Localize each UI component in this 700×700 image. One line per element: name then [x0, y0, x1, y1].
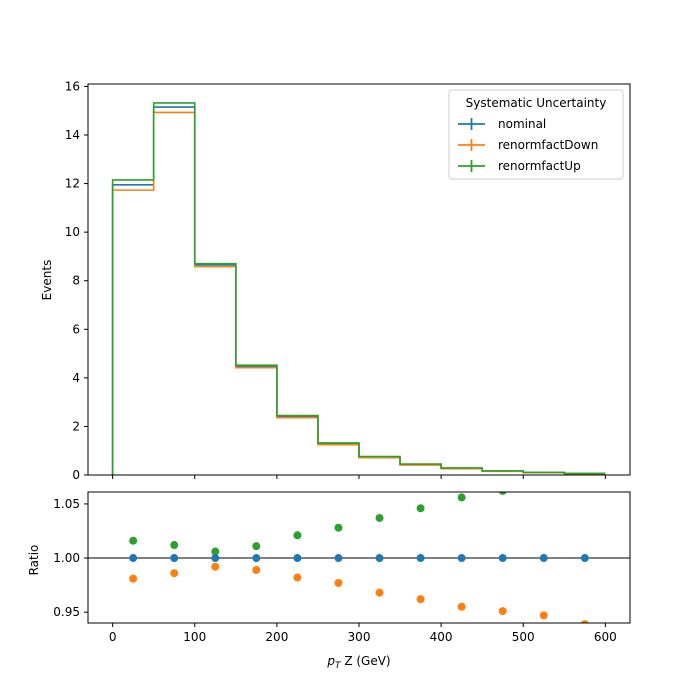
ratio-axes-frame — [87, 491, 631, 624]
legend-label: renormfactUp — [498, 159, 581, 173]
ratio-x-tick-label: 0 — [109, 630, 117, 644]
ratio-x-tick-label: 200 — [265, 630, 288, 644]
ratio-point-renormfactdown — [252, 565, 261, 574]
ratio-y-tick-label: 0.95 — [53, 605, 80, 619]
ratio-point-nominal — [498, 554, 507, 563]
ratio-series-group — [88, 480, 630, 623]
main-y-tick-label: 8 — [72, 274, 80, 288]
main-y-tick-label: 2 — [72, 419, 80, 433]
legend-label: nominal — [498, 117, 546, 131]
ratio-point-renormfactdown — [334, 578, 343, 587]
ratio-point-renormfactdown — [580, 620, 589, 623]
main-series-group — [111, 102, 606, 475]
legend-box — [448, 89, 624, 180]
ratio-point-renormfactup — [334, 523, 343, 532]
ratio-point-nominal — [580, 554, 589, 563]
ratio-x-ticks: 0 100 200 300 400 500 600 — [109, 623, 617, 644]
ratio-point-renormfactup — [129, 536, 138, 545]
ratio-point-renormfactdown — [375, 588, 384, 597]
legend-items: nominal renormfactDown renormfactUp — [458, 117, 598, 173]
ratio-point-renormfactup — [170, 541, 179, 550]
ratio-x-tick-label: 100 — [183, 630, 206, 644]
main-y-tick-label: 12 — [65, 177, 80, 191]
ratio-x-axis-label: pT Z (GeV) — [326, 654, 390, 671]
ratio-point-renormfactup — [252, 542, 261, 551]
ratio-x-tick-label: 300 — [348, 630, 371, 644]
ratio-point-renormfactdown — [170, 569, 179, 578]
ratio-x-tick-label: 600 — [594, 630, 617, 644]
x-axis-label-subscript: T — [335, 661, 342, 671]
main-y-tick-label: 16 — [65, 79, 80, 93]
ratio-point-nominal — [334, 554, 343, 563]
legend-label: renormfactDown — [498, 138, 598, 152]
main-panel: 0 2 4 6 8 10 12 14 16 Events Systematic Uncertai… — [40, 79, 631, 482]
legend-item-renormfactdown: renormfactDown — [458, 138, 598, 152]
ratio-x-tick-label: 400 — [430, 630, 453, 644]
main-y-axis-label: Events — [40, 260, 54, 301]
legend: Systematic Uncertainty nominal renormfact… — [448, 89, 624, 180]
ratio-point-nominal — [457, 554, 466, 563]
ratio-point-renormfactdown — [211, 562, 220, 571]
ratio-point-nominal — [170, 554, 179, 563]
ratio-point-nominal — [252, 554, 261, 563]
ratio-point-renormfactdown — [539, 611, 548, 620]
x-axis-label-p: p — [326, 654, 335, 668]
main-y-tick-label: 6 — [72, 322, 80, 336]
ratio-point-renormfactup — [416, 504, 425, 513]
ratio-panel: 0 100 200 300 400 500 600 0.95 1.00 1.05 Ratio p… — [27, 480, 631, 671]
main-y-tick-label: 0 — [72, 468, 80, 482]
ratio-point-renormfactup — [211, 547, 220, 556]
ratio-point-nominal — [416, 554, 425, 563]
ratio-point-renormfactup — [375, 513, 384, 522]
ratio-y-ticks: 0.95 1.00 1.05 — [53, 497, 88, 619]
main-y-ticks: 0 2 4 6 8 10 12 14 16 — [65, 79, 88, 482]
histogram-renormfactup — [111, 102, 606, 475]
legend-item-nominal: nominal — [458, 117, 546, 131]
ratio-point-renormfactup — [498, 492, 507, 495]
ratio-point-nominal — [211, 554, 220, 563]
ratio-y-tick-label: 1.00 — [53, 551, 80, 565]
x-axis-label-rest: Z (GeV) — [341, 654, 391, 668]
main-y-tick-label: 14 — [65, 128, 80, 142]
ratio-point-renormfactdown — [457, 602, 466, 611]
ratio-point-renormfactdown — [498, 607, 507, 616]
ratio-x-tick-label: 500 — [512, 630, 535, 644]
ratio-point-renormfactup — [540, 480, 548, 488]
ratio-point-nominal — [375, 554, 384, 563]
main-y-tick-label: 10 — [65, 225, 80, 239]
ratio-y-tick-label: 1.05 — [53, 497, 80, 511]
ratio-point-renormfactdown — [416, 595, 425, 604]
ratio-point-nominal — [129, 554, 138, 563]
ratio-y-axis-label: Ratio — [27, 545, 41, 576]
legend-title: Systematic Uncertainty — [466, 96, 607, 110]
ratio-point-nominal — [293, 554, 302, 563]
ratio-point-renormfactup — [457, 493, 466, 502]
main-y-tick-label: 4 — [72, 371, 80, 385]
main-x-ticks — [112, 475, 606, 479]
ratio-point-nominal — [539, 554, 548, 563]
ratio-point-renormfactdown — [129, 574, 138, 583]
ratio-point-renormfactdown — [293, 573, 302, 582]
ratio-point-renormfactup — [293, 531, 302, 540]
legend-item-renormfactup: renormfactUp — [458, 159, 581, 173]
